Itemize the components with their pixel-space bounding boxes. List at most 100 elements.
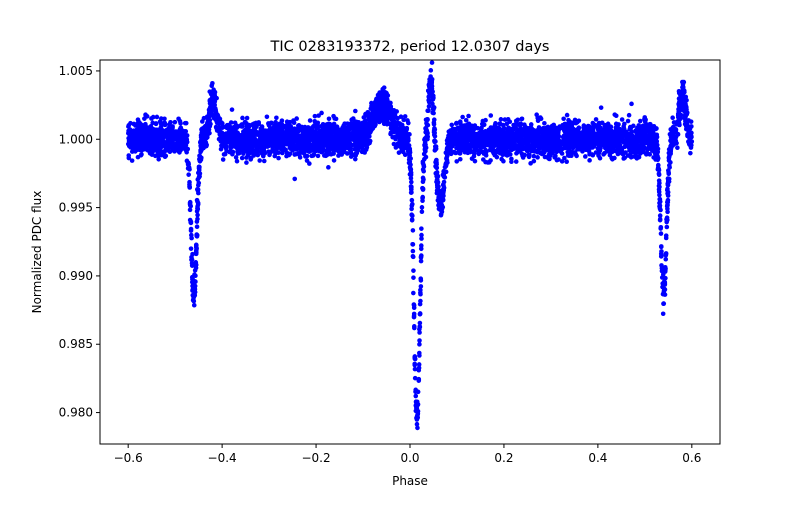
data-point [668, 160, 673, 165]
data-point [407, 148, 412, 154]
data-point [420, 175, 426, 181]
data-point [424, 117, 430, 122]
data-point [363, 147, 369, 152]
data-point [200, 143, 205, 149]
data-point [488, 158, 493, 163]
data-point [483, 153, 489, 158]
data-point [561, 116, 566, 122]
data-point [244, 155, 249, 160]
data-point [344, 151, 350, 156]
data-point [154, 114, 160, 120]
data-point [522, 122, 527, 127]
data-point [396, 150, 402, 155]
data-point [354, 119, 359, 125]
data-point [653, 150, 658, 156]
data-point [384, 119, 390, 124]
data-point [304, 153, 310, 159]
data-point [331, 151, 336, 156]
data-point [388, 100, 393, 106]
data-point [423, 129, 428, 135]
data-point [128, 136, 133, 141]
data-point [659, 275, 665, 280]
data-point [658, 231, 664, 236]
data-point [430, 110, 435, 116]
data-point [205, 115, 211, 121]
data-point [676, 102, 682, 108]
data-point [194, 224, 200, 230]
data-point [332, 116, 337, 121]
data-point [542, 149, 547, 155]
data-point [466, 113, 471, 119]
data-point [284, 153, 289, 159]
data-point [307, 161, 312, 166]
data-point [364, 141, 370, 147]
data-point [652, 144, 658, 150]
data-point [418, 258, 424, 264]
data-point [614, 123, 620, 129]
data-point [615, 139, 621, 145]
data-point [426, 98, 431, 103]
data-point [315, 153, 321, 159]
data-point [420, 159, 426, 165]
data-point [146, 142, 152, 148]
data-point [615, 151, 621, 157]
data-point [158, 121, 164, 127]
data-point [434, 177, 440, 183]
data-point [534, 130, 540, 135]
data-point [352, 156, 358, 162]
data-point [679, 94, 684, 100]
data-point [657, 184, 662, 190]
data-point [429, 60, 435, 65]
data-point [332, 139, 337, 145]
data-point [541, 144, 547, 150]
data-point [152, 136, 157, 142]
data-point [564, 159, 569, 165]
data-point [418, 246, 424, 252]
data-point [596, 144, 602, 150]
data-point [251, 141, 256, 146]
data-point [665, 209, 670, 215]
data-point [419, 209, 425, 215]
data-point [190, 281, 196, 287]
data-point [441, 187, 446, 193]
data-point [647, 121, 653, 127]
data-point [426, 104, 432, 109]
data-point [583, 154, 588, 159]
data-point [400, 140, 406, 145]
data-point [220, 124, 226, 129]
data-point [621, 132, 626, 138]
data-point [249, 122, 255, 128]
data-point [177, 118, 183, 124]
data-point [531, 153, 537, 159]
data-point [408, 167, 414, 172]
data-point [417, 320, 423, 326]
data-point [432, 126, 437, 131]
data-point [550, 147, 556, 152]
data-point [657, 204, 662, 209]
data-point [391, 107, 397, 113]
data-point [566, 117, 571, 123]
data-point [564, 126, 569, 131]
data-point [394, 142, 400, 147]
data-point [607, 141, 613, 146]
data-point [491, 150, 497, 156]
data-point [419, 232, 424, 238]
data-point [449, 122, 455, 128]
data-point [442, 164, 448, 170]
data-point [462, 135, 468, 140]
data-point [353, 151, 358, 157]
data-point [542, 154, 548, 160]
data-point [430, 106, 436, 112]
data-point [194, 234, 200, 239]
data-point [409, 206, 414, 212]
data-point [595, 126, 600, 131]
data-point [689, 139, 695, 144]
data-point [291, 120, 297, 125]
chart-title: TIC 0283193372, period 12.0307 days [270, 39, 550, 55]
data-point [331, 158, 337, 163]
data-point [656, 171, 662, 177]
data-point [498, 117, 504, 122]
data-point [415, 403, 420, 408]
data-point [536, 125, 542, 130]
data-point [156, 142, 161, 148]
